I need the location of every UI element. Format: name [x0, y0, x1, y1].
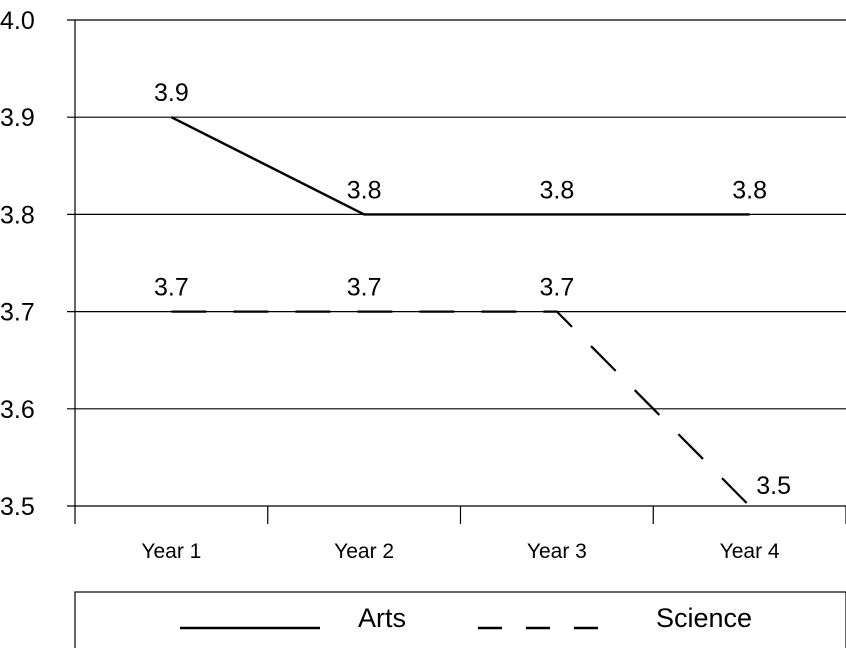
x-category-label: Year 3	[527, 540, 587, 563]
x-category-label: Year 2	[334, 540, 394, 563]
data-label: 3.9	[154, 79, 189, 107]
data-label: 3.7	[539, 274, 574, 302]
y-tick-label: 3.9	[0, 104, 35, 132]
data-label: 3.8	[539, 176, 574, 204]
data-labels: 3.9 3.8 3.8 3.8 3.7 3.7 3.7 3.5	[154, 79, 791, 500]
legend: Arts Science	[74, 591, 846, 648]
series-line-science	[171, 310, 751, 507]
y-tick-labels: 3.5 3.6 3.7 3.8 3.9 4.0	[0, 7, 35, 521]
data-label: 3.7	[154, 274, 189, 302]
y-tick-label: 3.5	[0, 493, 35, 521]
data-label: 3.7	[347, 274, 382, 302]
x-category-labels: Year 1 Year 2 Year 3 Year 4	[141, 540, 780, 563]
data-label: 3.8	[347, 176, 382, 204]
y-tick-label: 4.0	[0, 7, 35, 35]
series-lines	[170, 116, 751, 507]
y-tick-label: 3.7	[0, 299, 35, 327]
data-label: 3.8	[732, 176, 767, 204]
x-category-label: Year 4	[720, 540, 780, 563]
y-tick-label: 3.8	[0, 201, 35, 229]
legend-label-science: Science	[656, 603, 752, 633]
y-tick-label: 3.6	[0, 396, 35, 424]
legend-box	[74, 591, 846, 648]
axes	[74, 20, 846, 524]
series-line-arts	[170, 116, 750, 216]
data-label: 3.5	[756, 472, 791, 500]
legend-label-arts: Arts	[358, 603, 406, 633]
x-category-label: Year 1	[141, 540, 201, 563]
